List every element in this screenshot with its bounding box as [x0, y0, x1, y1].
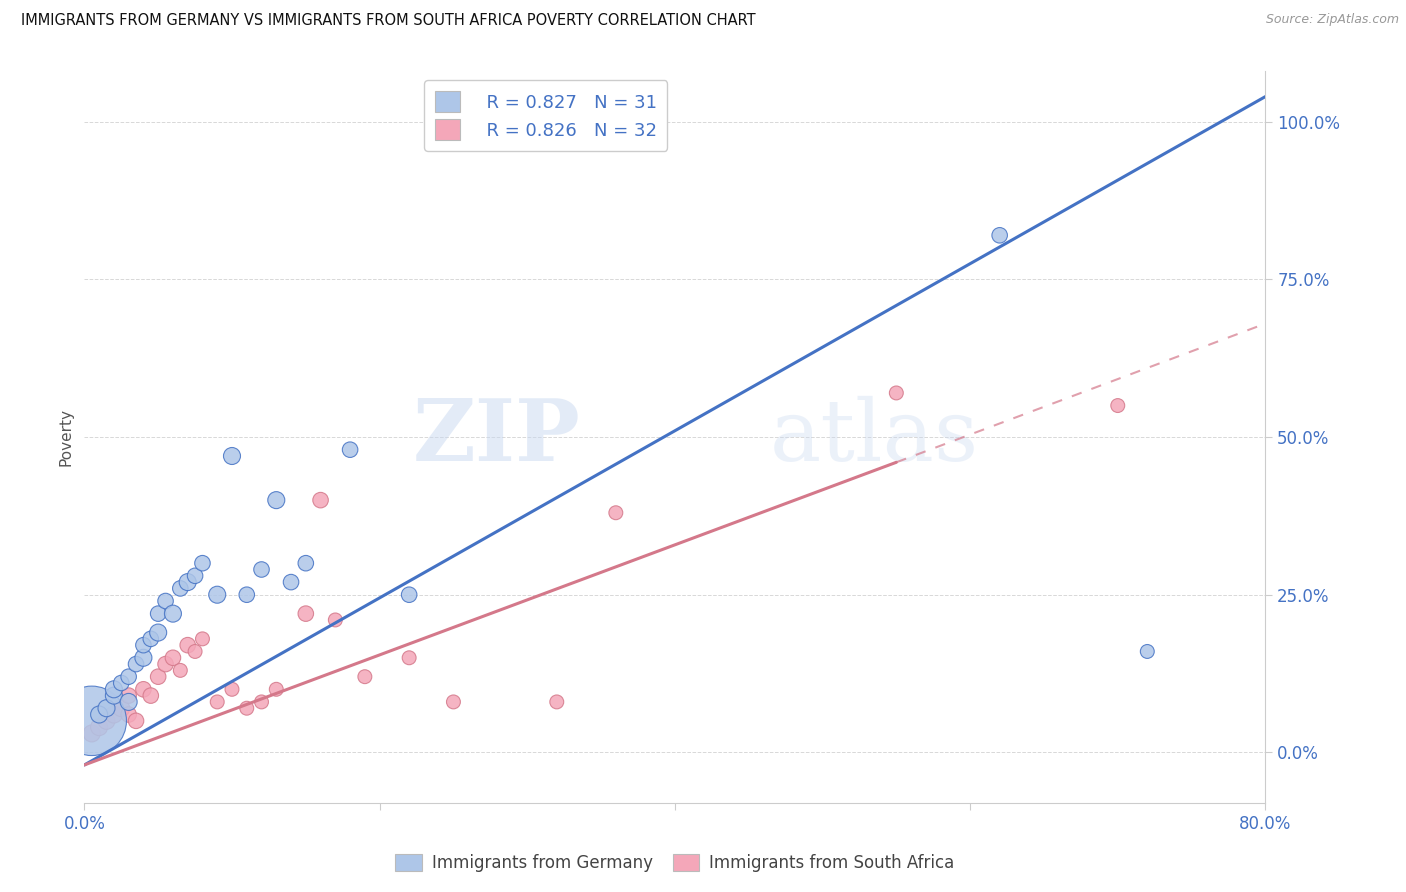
Point — [132, 682, 155, 697]
Point — [148, 670, 170, 684]
Point — [1107, 399, 1129, 413]
Point — [80, 714, 103, 728]
Point — [295, 556, 318, 570]
Point — [118, 695, 141, 709]
Point — [162, 607, 184, 621]
Point — [280, 575, 302, 590]
Point — [96, 714, 118, 728]
Point — [191, 556, 214, 570]
Point — [87, 720, 111, 734]
Y-axis label: Poverty: Poverty — [58, 408, 73, 467]
Point — [250, 562, 273, 576]
Point — [118, 670, 141, 684]
Point — [155, 657, 177, 671]
Point — [184, 569, 207, 583]
Point — [169, 664, 191, 678]
Point — [103, 682, 125, 697]
Point — [177, 638, 200, 652]
Point — [118, 707, 141, 722]
Text: atlas: atlas — [769, 395, 979, 479]
Point — [125, 657, 148, 671]
Point — [988, 228, 1011, 243]
Point — [235, 588, 259, 602]
Point — [80, 726, 103, 740]
Point — [886, 386, 908, 401]
Point — [184, 644, 207, 658]
Legend: Immigrants from Germany, Immigrants from South Africa: Immigrants from Germany, Immigrants from… — [388, 847, 962, 879]
Point — [110, 676, 132, 690]
Point — [96, 701, 118, 715]
Point — [398, 650, 420, 665]
Point — [605, 506, 627, 520]
Point — [177, 575, 200, 590]
Point — [110, 701, 132, 715]
Point — [221, 682, 243, 697]
Point — [1136, 644, 1159, 658]
Point — [125, 714, 148, 728]
Point — [339, 442, 361, 457]
Point — [323, 613, 347, 627]
Point — [191, 632, 214, 646]
Point — [132, 650, 155, 665]
Point — [139, 632, 162, 646]
Point — [264, 682, 288, 697]
Point — [132, 638, 155, 652]
Point — [103, 689, 125, 703]
Point — [87, 707, 111, 722]
Point — [148, 607, 170, 621]
Point — [309, 493, 332, 508]
Point — [118, 689, 141, 703]
Point — [250, 695, 273, 709]
Point — [103, 707, 125, 722]
Point — [205, 588, 228, 602]
Point — [295, 607, 318, 621]
Point — [148, 625, 170, 640]
Point — [169, 582, 191, 596]
Point — [155, 594, 177, 608]
Point — [162, 650, 184, 665]
Point — [139, 689, 162, 703]
Point — [205, 695, 228, 709]
Point — [235, 701, 259, 715]
Text: IMMIGRANTS FROM GERMANY VS IMMIGRANTS FROM SOUTH AFRICA POVERTY CORRELATION CHAR: IMMIGRANTS FROM GERMANY VS IMMIGRANTS FR… — [21, 13, 755, 29]
Point — [264, 493, 288, 508]
Point — [398, 588, 420, 602]
Point — [441, 695, 464, 709]
Point — [354, 670, 377, 684]
Text: Source: ZipAtlas.com: Source: ZipAtlas.com — [1265, 13, 1399, 27]
Text: ZIP: ZIP — [412, 395, 581, 479]
Point — [221, 449, 243, 463]
Point — [546, 695, 568, 709]
